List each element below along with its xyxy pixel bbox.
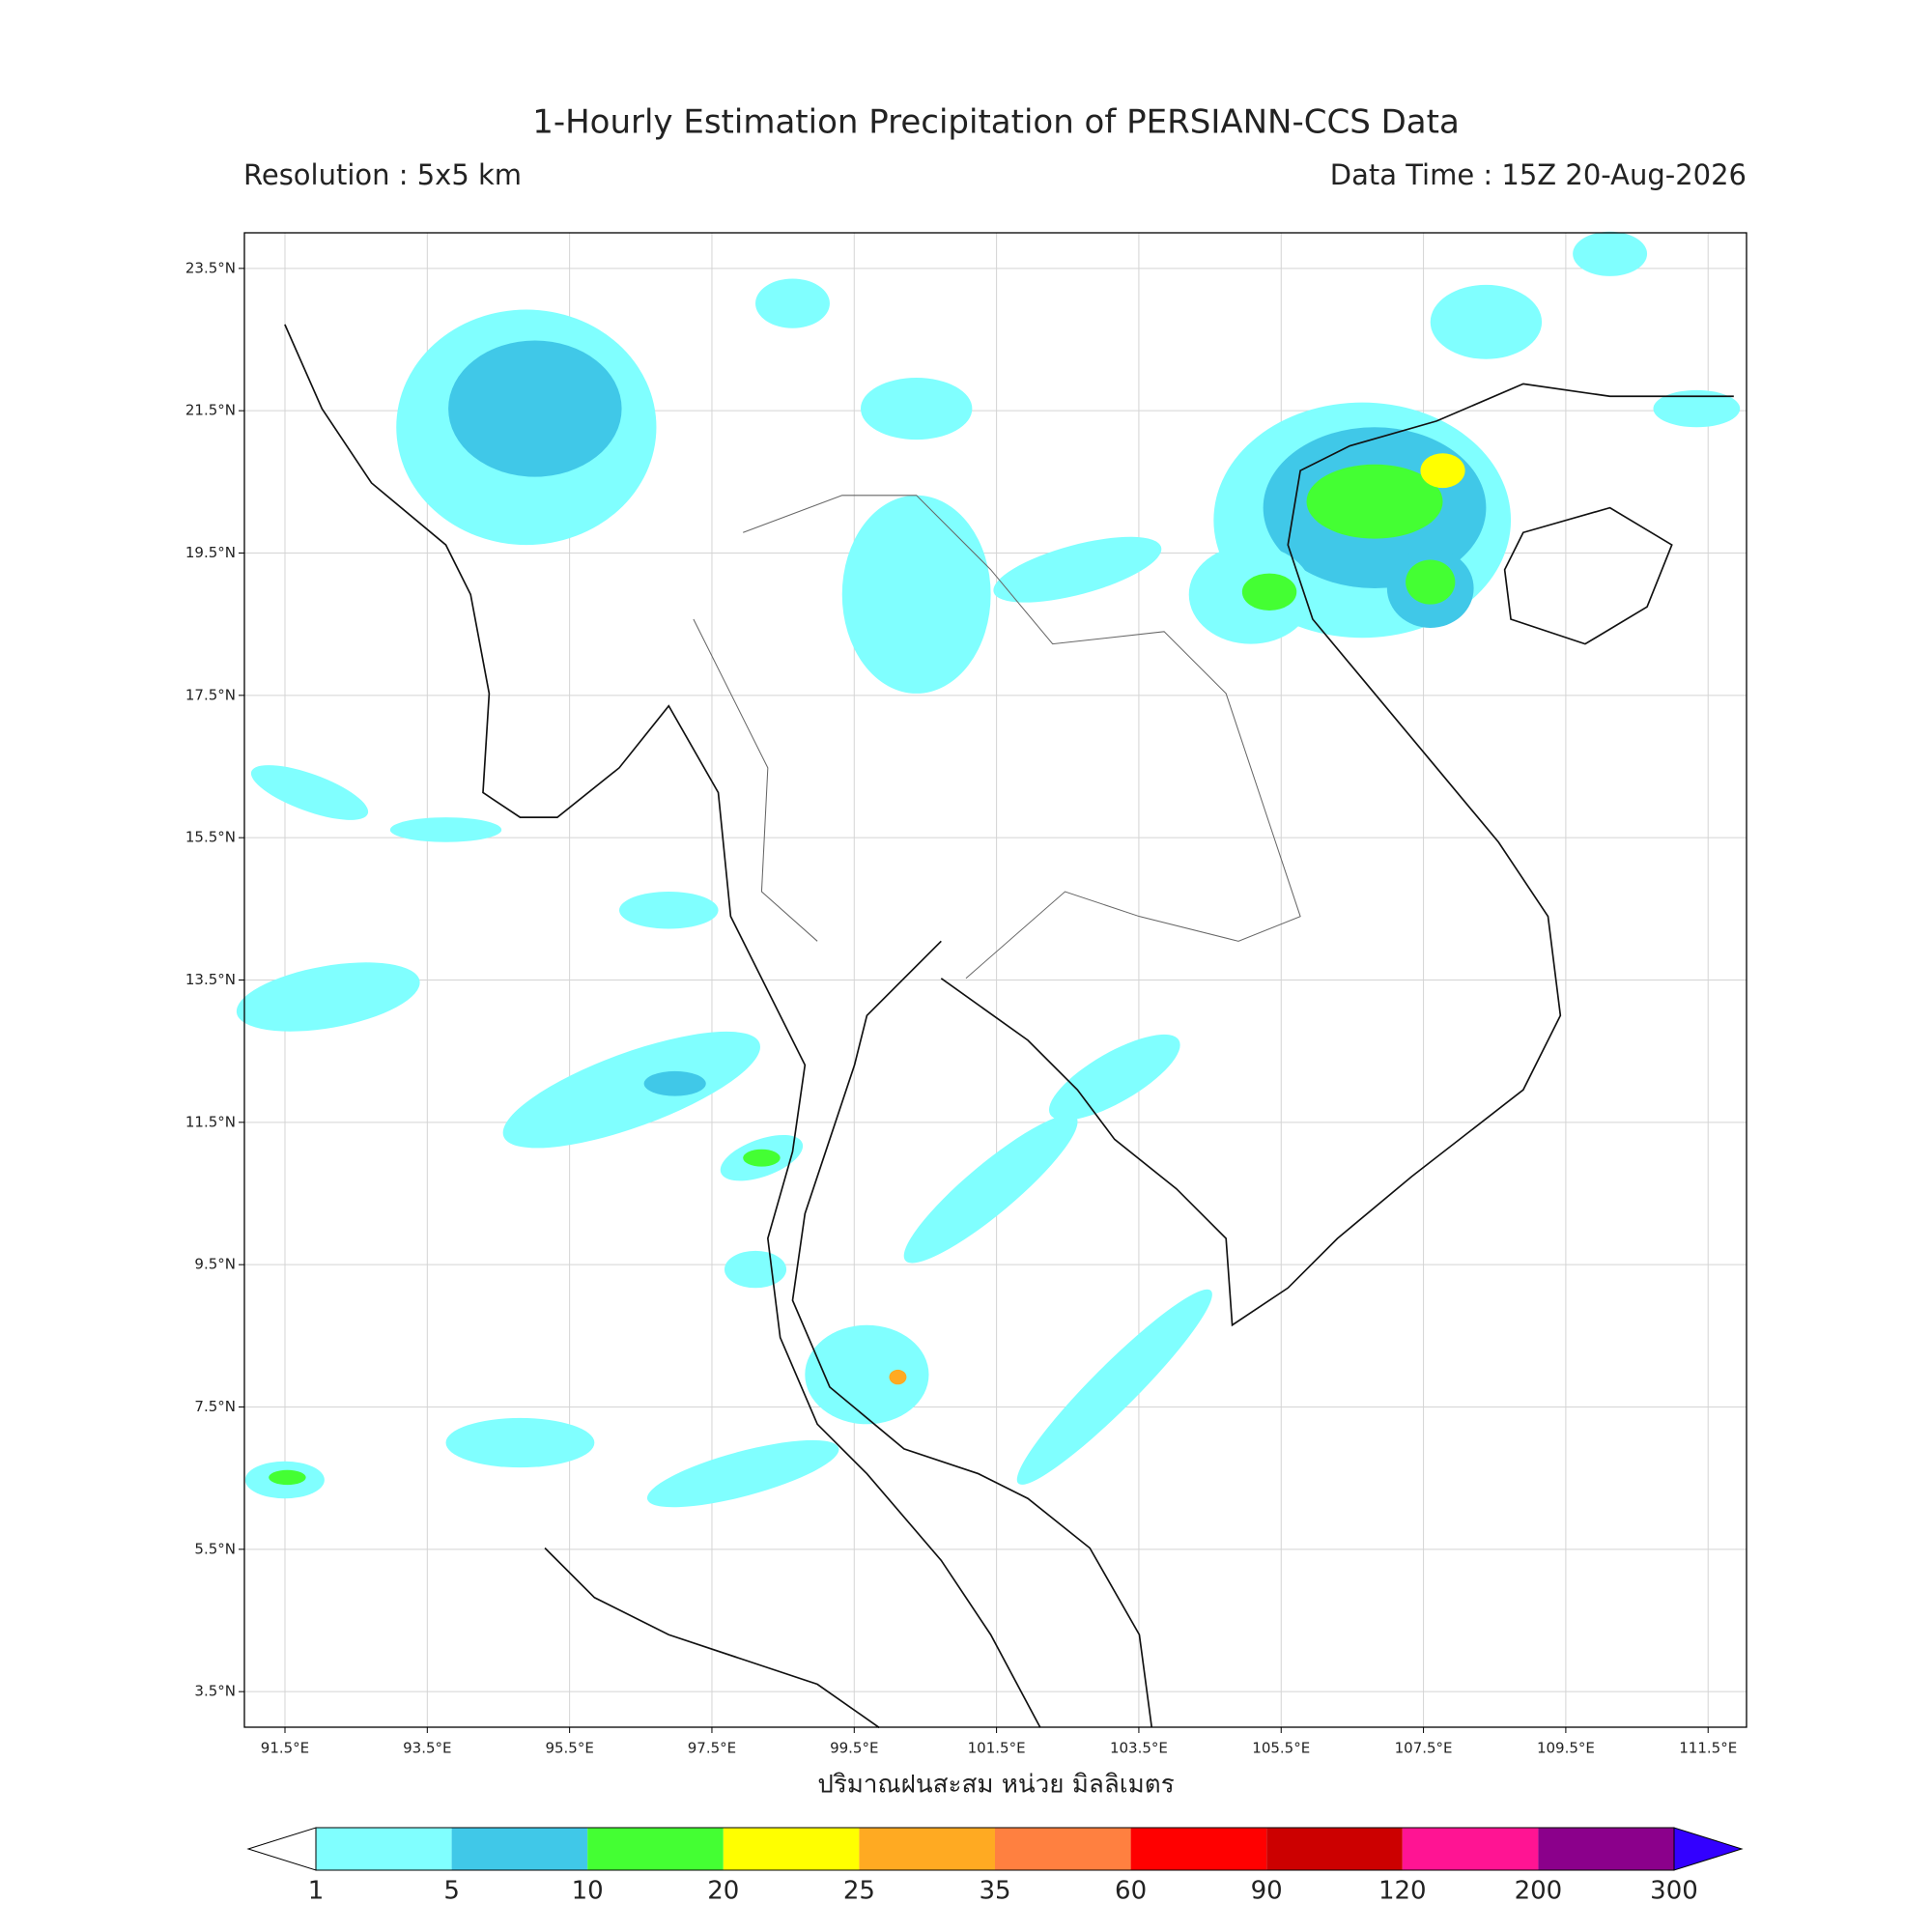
rain-area — [993, 536, 1162, 603]
colorbar-label: 20 — [707, 1877, 739, 1906]
border — [743, 495, 1301, 980]
colorbar-swatch — [1130, 1828, 1267, 1870]
colorbar-swatch — [995, 1828, 1131, 1870]
border — [693, 618, 818, 942]
colorbar-outline — [315, 1827, 1675, 1871]
rain-area — [389, 817, 502, 842]
coastline — [1503, 506, 1673, 645]
rain-area — [236, 962, 420, 1032]
rain-areas — [236, 231, 1741, 1508]
y-tick-label: 5.5°N — [194, 1540, 236, 1557]
coastlines — [284, 324, 1734, 1729]
y-tick-label: 15.5°N — [185, 829, 236, 846]
rain-area — [805, 1324, 929, 1425]
rain-area — [889, 1369, 907, 1385]
rain-area — [743, 1149, 781, 1167]
rain-area — [250, 765, 369, 820]
y-tick-label: 9.5°N — [194, 1256, 236, 1273]
colorbar-over — [1673, 1827, 1744, 1871]
data-time: Data Time : 15Z 20-Aug-2026 — [1330, 158, 1747, 191]
rain-area — [755, 278, 830, 328]
colorbar-under — [246, 1827, 317, 1871]
rain-area — [1016, 1289, 1212, 1485]
colorbar-label: 120 — [1378, 1877, 1427, 1906]
y-tick-label: 17.5°N — [185, 686, 236, 703]
rain-area — [502, 1031, 760, 1149]
rain-area — [1420, 453, 1465, 489]
rain-area — [1406, 559, 1456, 605]
y-tick-label: 19.5°N — [185, 544, 236, 561]
x-tick-label: 101.5°E — [968, 1740, 1026, 1757]
x-tick-label: 107.5°E — [1395, 1740, 1453, 1757]
rain-area — [903, 1114, 1078, 1264]
coastline — [544, 1547, 880, 1729]
colorbar-swatch — [451, 1828, 588, 1870]
colorbar-swatch — [316, 1828, 452, 1870]
x-tick-label: 91.5°E — [261, 1740, 309, 1757]
colorbar-label: 60 — [1115, 1877, 1147, 1906]
colorbar-label: 25 — [843, 1877, 875, 1906]
y-tick-label: 11.5°N — [185, 1113, 236, 1130]
rain-area — [448, 340, 622, 477]
x-tick-label: 93.5°E — [403, 1740, 451, 1757]
colorbar-label: 35 — [979, 1877, 1010, 1906]
resolution: Resolution : 5x5 km — [243, 158, 522, 191]
x-tick-label: 105.5°E — [1252, 1740, 1310, 1757]
coastline — [284, 324, 1041, 1728]
rain-area — [1306, 464, 1443, 539]
x-tick-label: 103.5°E — [1110, 1740, 1168, 1757]
colorbar-label: 5 — [443, 1877, 460, 1906]
colorbar-swatch — [723, 1828, 860, 1870]
x-tick-label: 99.5°E — [830, 1740, 878, 1757]
rain-area — [1241, 573, 1297, 611]
x-tick-label: 111.5°E — [1679, 1740, 1737, 1757]
x-tick-label: 95.5°E — [545, 1740, 593, 1757]
colorbar-label: 10 — [572, 1877, 604, 1906]
y-tick-label: 3.5°N — [194, 1683, 236, 1700]
rain-area — [1430, 284, 1543, 359]
y-tick-label: 7.5°N — [194, 1398, 236, 1415]
y-tick-label: 23.5°N — [185, 259, 236, 276]
rain-area — [860, 378, 973, 440]
colorbar-swatch — [859, 1828, 995, 1870]
rain-area — [724, 1250, 787, 1289]
coastline — [791, 940, 1153, 1728]
colorbar-swatch — [1402, 1828, 1539, 1870]
rain-area — [1048, 1034, 1180, 1121]
rain-area — [646, 1439, 839, 1508]
x-tick-label: 109.5°E — [1537, 1740, 1595, 1757]
colorbar-swatch — [587, 1828, 724, 1870]
colorbar-label: 1 — [308, 1877, 325, 1906]
colorbar-label: 90 — [1251, 1877, 1283, 1906]
y-tick-label: 21.5°N — [185, 402, 236, 419]
rain-area — [269, 1469, 306, 1486]
rain-area — [1653, 389, 1741, 428]
rain-area — [1573, 231, 1648, 276]
rain-area — [445, 1417, 595, 1468]
rain-area — [619, 892, 719, 929]
y-tick-label: 13.5°N — [185, 971, 236, 988]
rain-area — [841, 495, 991, 694]
colorbar-label: 200 — [1515, 1877, 1563, 1906]
title: 1-Hourly Estimation Precipitation of PER… — [532, 103, 1460, 142]
coastline — [940, 383, 1734, 1327]
x-tick-label: 97.5°E — [688, 1740, 736, 1757]
colorbar-swatch — [1538, 1828, 1674, 1870]
colorbar-label: 300 — [1650, 1877, 1698, 1906]
rain-area — [643, 1070, 706, 1096]
colorbar-swatch — [1266, 1828, 1403, 1870]
colorbar: 1 5 10 20 25 35 60 90 120 200 300 — [246, 1827, 1744, 1906]
x-label: ปริมาณฝนสะสม หน่วย มิลลิเมตร — [817, 1771, 1174, 1800]
